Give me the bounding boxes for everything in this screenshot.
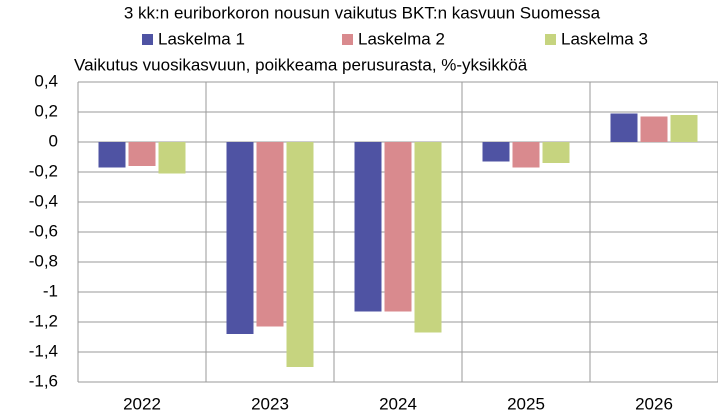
y-tick-label: -0,8 bbox=[29, 251, 58, 270]
bar bbox=[482, 142, 510, 162]
bar bbox=[640, 116, 668, 142]
bar bbox=[610, 113, 638, 142]
x-tick-label: 2024 bbox=[379, 394, 417, 413]
y-tick-label: -1,4 bbox=[29, 341, 58, 360]
y-tick-label: -1 bbox=[43, 281, 58, 300]
bar bbox=[512, 142, 540, 168]
y-tick-label: 0,2 bbox=[34, 101, 58, 120]
bar bbox=[670, 115, 698, 142]
legend-label: Laskelma 1 bbox=[158, 29, 245, 48]
legend-swatch bbox=[342, 34, 353, 45]
bar bbox=[158, 142, 186, 174]
bar bbox=[128, 142, 156, 166]
legend-label: Laskelma 3 bbox=[561, 29, 648, 48]
y-tick-label: -0,2 bbox=[29, 161, 58, 180]
y-tick-label: 0 bbox=[49, 131, 58, 150]
legend-swatch bbox=[142, 34, 153, 45]
x-tick-label: 2026 bbox=[635, 394, 673, 413]
y-tick-label: -1,6 bbox=[29, 371, 58, 390]
x-tick-label: 2022 bbox=[123, 394, 161, 413]
x-tick-label: 2025 bbox=[507, 394, 545, 413]
bar bbox=[414, 142, 442, 333]
bar bbox=[542, 142, 570, 163]
y-tick-label: -1,2 bbox=[29, 311, 58, 330]
bar bbox=[286, 142, 314, 367]
bar bbox=[226, 142, 254, 334]
x-tick-label: 2023 bbox=[251, 394, 289, 413]
legend-label: Laskelma 2 bbox=[358, 29, 445, 48]
y-tick-label: 0,4 bbox=[34, 71, 58, 90]
y-tick-label: -0,4 bbox=[29, 191, 58, 210]
bar bbox=[256, 142, 284, 327]
chart-title: 3 kk:n euriborkoron nousun vaikutus BKT:… bbox=[124, 3, 601, 22]
axis-label: Vaikutus vuosikasvuun, poikkeama perusur… bbox=[74, 55, 528, 74]
bar bbox=[98, 142, 126, 168]
legend-swatch bbox=[545, 34, 556, 45]
bar bbox=[384, 142, 412, 312]
bar bbox=[354, 142, 382, 312]
y-tick-label: -0,6 bbox=[29, 221, 58, 240]
